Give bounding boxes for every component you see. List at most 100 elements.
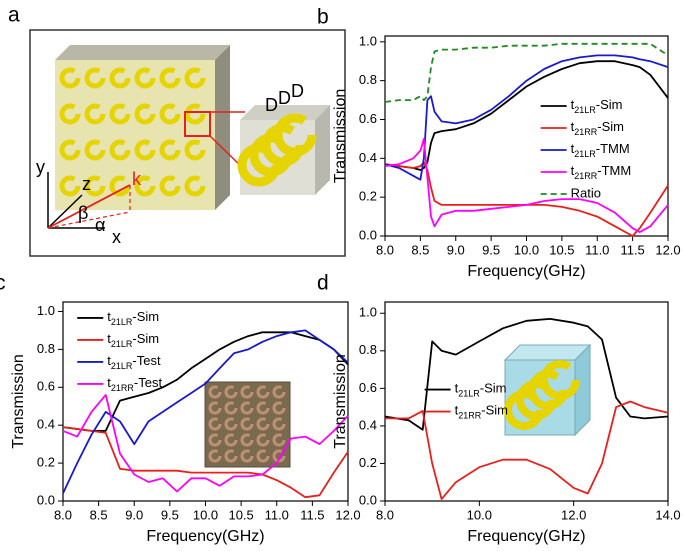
x-tick-label: 9.0 [125,507,143,522]
inset-ring [224,417,238,431]
period-label: D [291,81,304,101]
x-tick-label: 10.0 [193,507,218,522]
legend-text-part: -Test [132,353,161,368]
legend-text-part: t [107,331,111,346]
legend-subscript: 21RR [111,383,135,393]
panel-label: a [8,4,20,27]
y-tick-label: 0.0 [37,492,55,507]
k-vector [47,184,131,229]
y-tick-label: 0.8 [359,72,377,87]
legend-text-part: -Sim [481,403,508,418]
x-axis-title: Frequency(GHz) [467,263,585,280]
inset-ring [240,449,254,463]
panel-label: b [317,6,329,29]
y-axis-title: Transmission [10,354,27,449]
legend-label: t21LR-Sim [107,331,159,349]
y-tick-label: 1.0 [359,33,377,48]
y-tick-label: 0.6 [37,379,55,394]
ring [184,67,206,89]
x-tick-label: 10.0 [514,242,539,257]
ring [59,139,81,161]
inset-ring [224,433,238,447]
y-tick-label: 0.6 [359,111,377,126]
ring [134,175,156,197]
period-label: D [265,95,278,115]
legend-subscript: 21RR [574,171,598,181]
ring [59,103,81,125]
inset-ring [240,385,254,399]
y-tick-label: 0.4 [359,150,377,165]
inset-ring [504,390,544,430]
legend-subscript: 21LR [111,361,133,371]
inset-ring [208,433,222,447]
z-axis-arrow [47,194,83,229]
x-tick-label: 9.0 [447,242,465,257]
legend-subscript: 21LR [111,317,133,327]
inset-ring [272,417,286,431]
vector-name: k [132,169,142,189]
legend-text-part: -Sim [596,97,623,112]
legend-label: t21LR-Test [107,353,161,371]
x-tick-label: 8.5 [90,507,108,522]
x-tick-label: 11.0 [265,507,289,522]
cube-top [240,105,330,120]
x-tick-label: 9.5 [161,507,179,522]
ring [109,67,131,89]
axis-name: x [112,227,121,247]
y-tick-label: 0.6 [359,380,377,395]
ring [84,175,106,197]
ring [59,67,81,89]
legend-label: Ratio [571,185,601,200]
inset-ring [224,385,238,399]
legend-label: t21LR-Sim [107,309,159,327]
series-line [62,394,349,493]
ring [59,175,81,197]
ring [159,139,181,161]
y-axis-title: Transmission [332,89,349,184]
x-tick-label: 11.0 [585,242,609,257]
legend-subscript: 21RR [458,411,482,421]
x-tick-label: 8.0 [376,242,394,257]
inset-ring [208,401,222,415]
block-side [215,45,230,210]
legend-text-part: -Sim [597,119,624,134]
x-tick-label: 8.0 [54,507,72,522]
legend-label: t21LR-TMM [571,141,630,159]
legend-text-part: t [455,381,459,396]
series-line [385,400,669,500]
y-tick-label: 0.0 [359,492,377,507]
panel-label: d [317,272,329,295]
legend-text-part: t [107,309,111,324]
ring [134,139,156,161]
inset-ring [256,449,270,463]
legend-text-part: t [107,375,111,390]
inset-ring [208,385,222,399]
legend-text-part: -TMM [597,163,631,178]
x-tick-label: 11.5 [300,507,324,522]
panel-label: c [0,272,6,295]
inset-ring [272,401,286,415]
y-tick-label: 1.0 [37,303,55,318]
ring [237,143,281,187]
legend-text-part: -Sim [480,381,507,396]
series-line [384,318,669,431]
x-tick-label: 14.0 [655,507,680,522]
ring [159,175,181,197]
legend-text-part: t [571,163,575,178]
inset-ring [240,433,254,447]
inset-ring [208,449,222,463]
ring [134,67,156,89]
y-tick-label: 1.0 [359,305,377,320]
axis-name: y [36,157,45,177]
legend-text-part: -Sim [132,331,159,346]
legend-subscript: 21LR [458,389,480,399]
inset-ring [256,417,270,431]
legend-label: t21RR-TMM [571,163,632,181]
ring [84,139,106,161]
x-tick-label: 8.5 [411,242,429,257]
ring [159,103,181,125]
x-tick-label: 12.0 [561,507,586,522]
legend-subscript: 21RR [574,127,598,137]
y-tick-label: 0.4 [359,417,377,432]
y-tick-label: 0.2 [359,455,377,470]
